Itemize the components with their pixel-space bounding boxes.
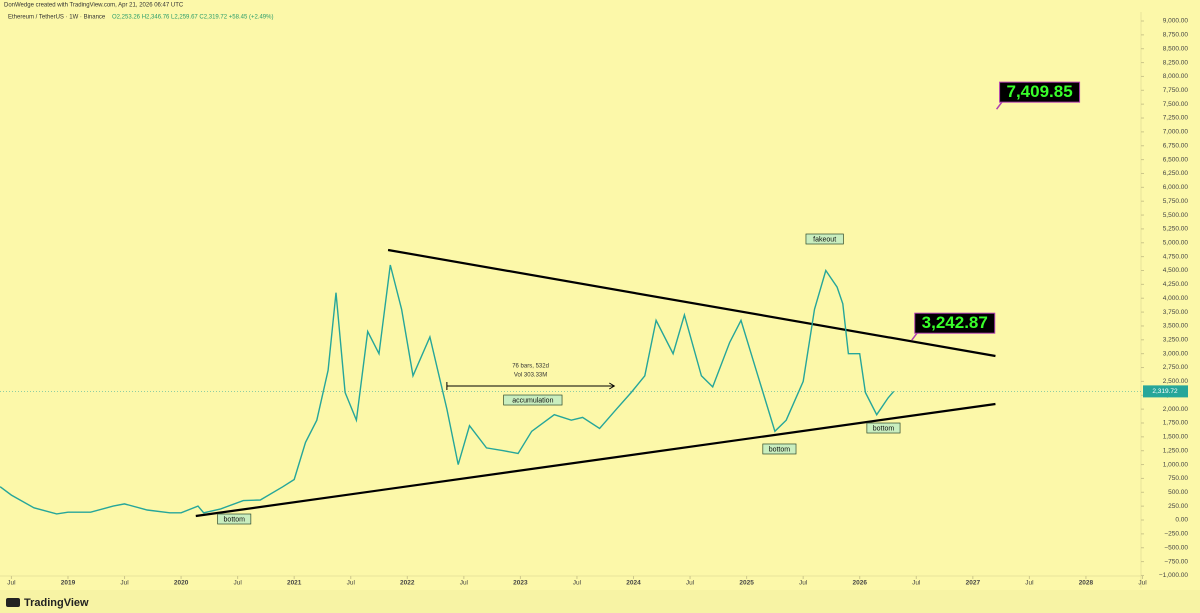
x-tick-label: Jul [233,580,242,587]
price-tag-bg [1143,385,1188,398]
y-tick-label: 7,000.00 [1163,129,1189,136]
measure-head [609,382,616,390]
y-tick-label: 1,750.00 [1163,420,1189,427]
y-tick-label: 3,750.00 [1163,309,1189,316]
annotation-box [866,422,901,434]
x-tick-label: Jul [912,580,921,587]
annotation-text: bottom [769,446,791,453]
chart-title: Ethereum / TetherUS · 1W · Binance [8,15,106,21]
y-tick-label: 750.00 [1168,475,1188,482]
y-tick-label: 500.00 [1168,489,1188,496]
y-tick-label: 2,750.00 [1163,364,1189,371]
y-tick-label: 6,250.00 [1163,170,1189,177]
annotation-text: fakeout [813,236,836,243]
y-tick-label: 4,250.00 [1163,281,1189,288]
x-tick-label: Jul [1025,580,1034,587]
x-tick-label: 2020 [174,580,189,587]
trendline [195,402,996,518]
x-tick-label: 2019 [61,580,76,587]
target-box [914,312,996,334]
y-tick-label: 1,000.00 [1163,461,1189,468]
y-tick-label: 250.00 [1168,503,1188,510]
y-tick-label: 8,000.00 [1163,73,1189,80]
y-tick-label: 0.00 [1175,517,1188,524]
x-tick-label: 2026 [852,580,867,587]
x-tick-label: Jul [7,580,16,587]
target-label: 3,242.87 [922,313,988,332]
y-tick-label: −1,000.00 [1159,572,1188,579]
x-tick-label: 2021 [287,580,302,587]
x-tick-label: Jul [799,580,808,587]
y-tick-label: −750.00 [1164,558,1188,565]
y-tick-label: 9,000.00 [1163,18,1189,25]
x-tick-label: Jul [347,580,356,587]
measure-text: 76 bars, 532d [512,364,549,370]
annotation-text: bottom [224,516,246,523]
annotation-box [762,443,797,455]
annotation-box [217,513,252,525]
price-tag: 2,319.72 [1152,388,1178,395]
y-tick-label: 5,750.00 [1163,198,1189,205]
footer-bar [0,590,1200,613]
annotation-text: bottom [873,425,895,432]
y-tick-label: 5,500.00 [1163,212,1189,219]
y-tick-label: −250.00 [1164,531,1188,538]
y-tick-label: 8,250.00 [1163,59,1189,66]
annotation-text: accumulation [512,397,553,404]
price-line [0,264,895,515]
x-tick-label: 2028 [1079,580,1094,587]
x-tick-label: Jul [120,580,129,587]
measure-text: Vol 303.33M [514,373,547,379]
target-label: 7,409.85 [1006,82,1072,101]
y-tick-label: 2,000.00 [1163,406,1189,413]
x-tick-label: 2023 [513,580,528,587]
y-tick-label: −500.00 [1164,544,1188,551]
x-tick-label: 2022 [400,580,415,587]
x-tick-label: Jul [573,580,582,587]
y-tick-label: 7,750.00 [1163,87,1189,94]
y-tick-label: 6,000.00 [1163,184,1189,191]
y-tick-label: 4,500.00 [1163,267,1189,274]
logo-icon [6,598,20,607]
x-tick-label: 2025 [739,580,754,587]
credit: DonWedge created with TradingView.com, A… [4,3,184,9]
y-tick-label: 1,500.00 [1163,434,1189,441]
annotation-box [805,233,844,245]
y-tick-label: 7,500.00 [1163,101,1189,108]
y-tick-label: 5,000.00 [1163,239,1189,246]
x-tick-label: 2024 [626,580,641,587]
y-tick-label: 6,750.00 [1163,142,1189,149]
x-tick-label: Jul [1138,580,1147,587]
y-tick-label: 8,750.00 [1163,32,1189,39]
y-tick-label: 6,500.00 [1163,156,1189,163]
footer-logo: TradingView [24,597,89,609]
y-tick-label: 2,500.00 [1163,378,1189,385]
y-tick-label: 3,000.00 [1163,350,1189,357]
ohlc: O2,253.26 H2,346.76 L2,259.67 C2,319.72 … [112,15,273,21]
y-tick-label: 4,000.00 [1163,295,1189,302]
y-tick-label: 5,250.00 [1163,226,1189,233]
y-tick-label: 3,250.00 [1163,337,1189,344]
target-box [999,81,1081,103]
y-tick-label: 8,500.00 [1163,45,1189,52]
y-tick-label: 7,250.00 [1163,115,1189,122]
y-tick-label: 3,500.00 [1163,323,1189,330]
y-tick-label: 1,250.00 [1163,447,1189,454]
x-tick-label: 2027 [966,580,981,587]
trendline [387,248,996,358]
annotation-box [503,394,563,406]
x-tick-label: Jul [460,580,469,587]
x-tick-label: Jul [686,580,695,587]
y-tick-label: 4,750.00 [1163,253,1189,260]
